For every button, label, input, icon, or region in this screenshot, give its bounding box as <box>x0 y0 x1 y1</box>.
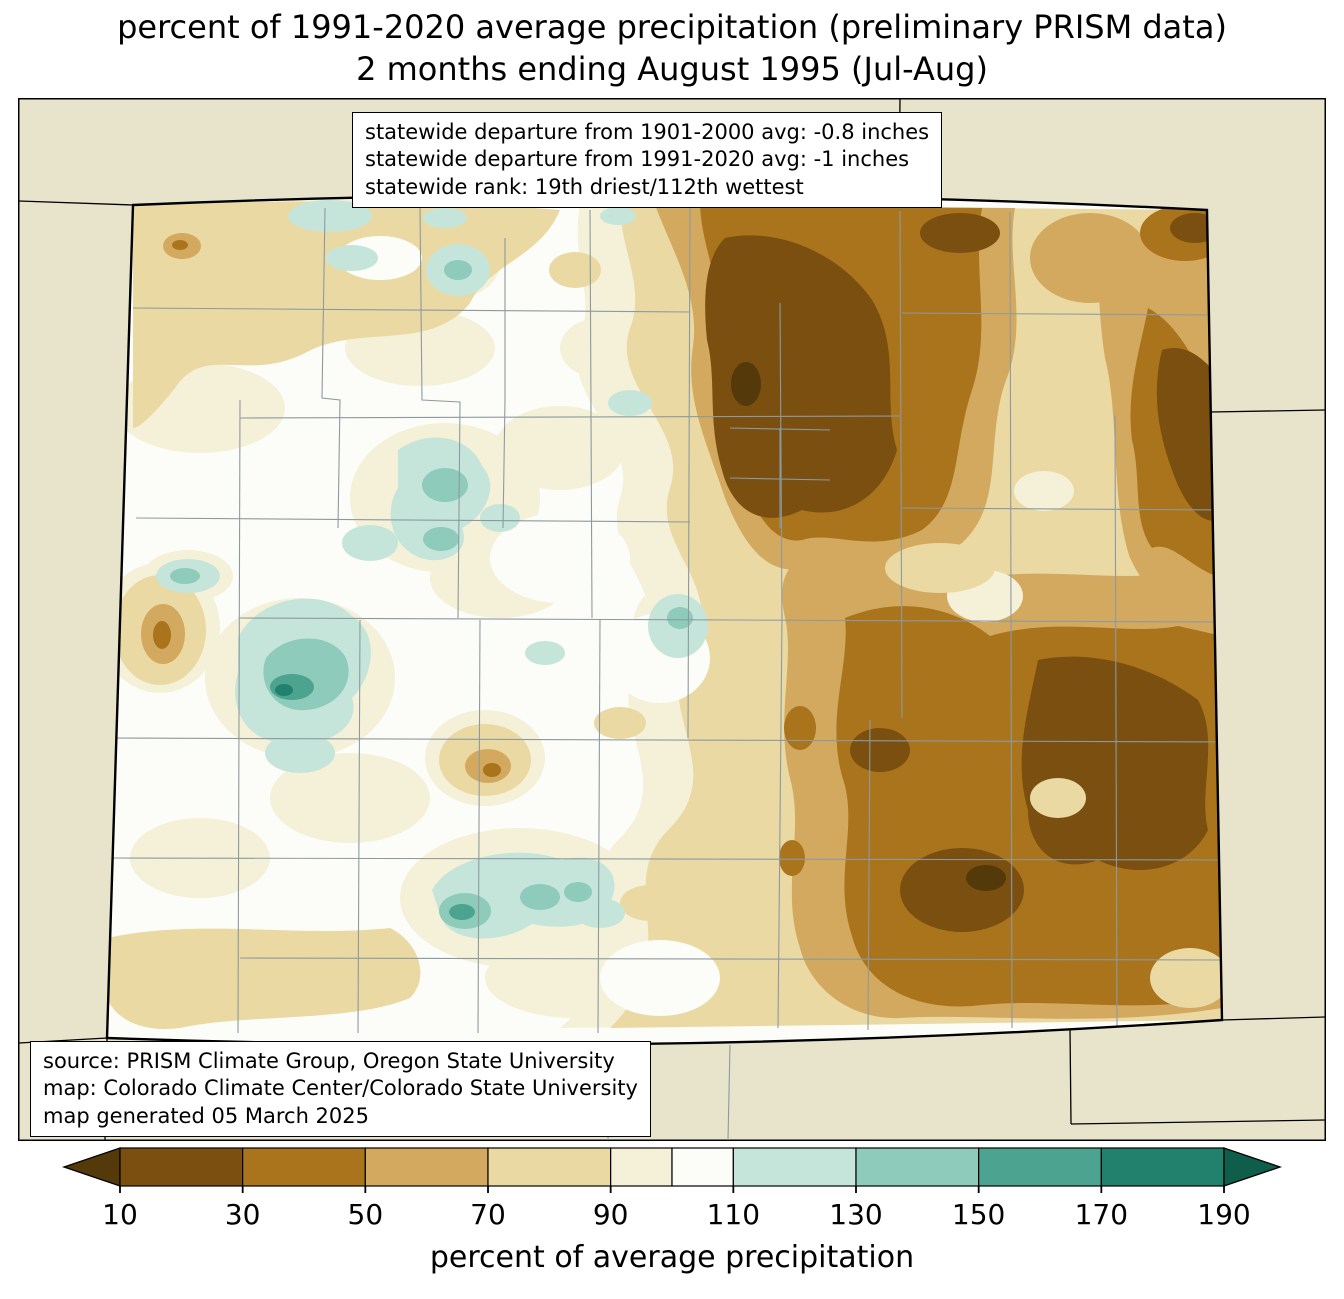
light-holes-tan <box>885 543 1222 1008</box>
darkest-brown-spots <box>731 362 1006 891</box>
colorbar-axis-label: percent of average precipitation <box>429 1240 915 1275</box>
colorbar-segment <box>487 1147 612 1187</box>
colorbar-over-arrow <box>1223 1147 1283 1187</box>
colorbar-tick-label: 10 <box>102 1198 138 1231</box>
colorbar-segment <box>671 1147 734 1187</box>
dark-brown-cores <box>705 213 1222 932</box>
colorbar-under-arrow <box>61 1147 121 1187</box>
colorbar-tick-label: 70 <box>470 1198 506 1231</box>
county-lines <box>107 207 1222 1034</box>
statewide-stats-box: statewide departure from 1901-2000 avg: … <box>352 112 943 208</box>
colorbar-tick-label: 30 <box>224 1198 261 1231</box>
colorbar-scale <box>61 1147 1283 1193</box>
colorbar-segment <box>119 1147 244 1187</box>
source-line-2: map: Colorado Climate Center/Colorado St… <box>43 1076 638 1101</box>
colorbar-segment <box>364 1147 489 1187</box>
stats-line-1: statewide departure from 1901-2000 avg: … <box>365 120 930 144</box>
stats-line-3: statewide rank: 19th driest/112th wettes… <box>365 174 804 199</box>
colorbar: 10 30 50 70 90 110 130 150 170 190 percent of ave… <box>0 1146 1344 1299</box>
colorbar-segment <box>978 1147 1102 1187</box>
source-box: source: PRISM Climate Group, Oregon Stat… <box>30 1041 651 1137</box>
title-line-2: 2 months ending August 1995 (Jul-Aug) <box>356 50 988 89</box>
stats-line-2: statewide departure from 1991-2020 avg: … <box>365 147 910 172</box>
colorbar-tick-label: 50 <box>347 1198 384 1231</box>
colorbar-tick-labels: 10 30 50 70 90 110 130 150 170 190 <box>0 1198 1344 1234</box>
colorbar-segment <box>732 1147 857 1187</box>
colorbar-tick-label: 150 <box>951 1198 1006 1231</box>
colorbar-tick-label: 90 <box>592 1198 629 1231</box>
figure-title: percent of 1991-2020 average precipitati… <box>0 6 1344 90</box>
colorbar-segments <box>119 1147 1225 1187</box>
colorbar-segment <box>1100 1147 1225 1187</box>
source-line-3: map generated 05 March 2025 <box>43 1103 370 1128</box>
title-line-1: percent of 1991-2020 average precipitati… <box>117 8 1227 46</box>
source-line-1: source: PRISM Climate Group, Oregon Stat… <box>43 1049 615 1073</box>
colorbar-tick-label: 190 <box>1197 1198 1251 1231</box>
colorado-precipitation-map <box>18 98 1326 1141</box>
precipitation-contours <box>107 194 1222 1034</box>
dark-teal-spot <box>275 684 293 696</box>
colorbar-tick-label: 170 <box>1074 1198 1129 1231</box>
colorbar-segment <box>610 1147 673 1187</box>
colorbar-segment <box>855 1147 980 1187</box>
colorbar-segment <box>242 1147 366 1187</box>
colorbar-tickmarks <box>119 1186 1225 1193</box>
colorbar-tick-label: 110 <box>706 1198 761 1231</box>
colorbar-tick-label: 130 <box>829 1198 883 1231</box>
